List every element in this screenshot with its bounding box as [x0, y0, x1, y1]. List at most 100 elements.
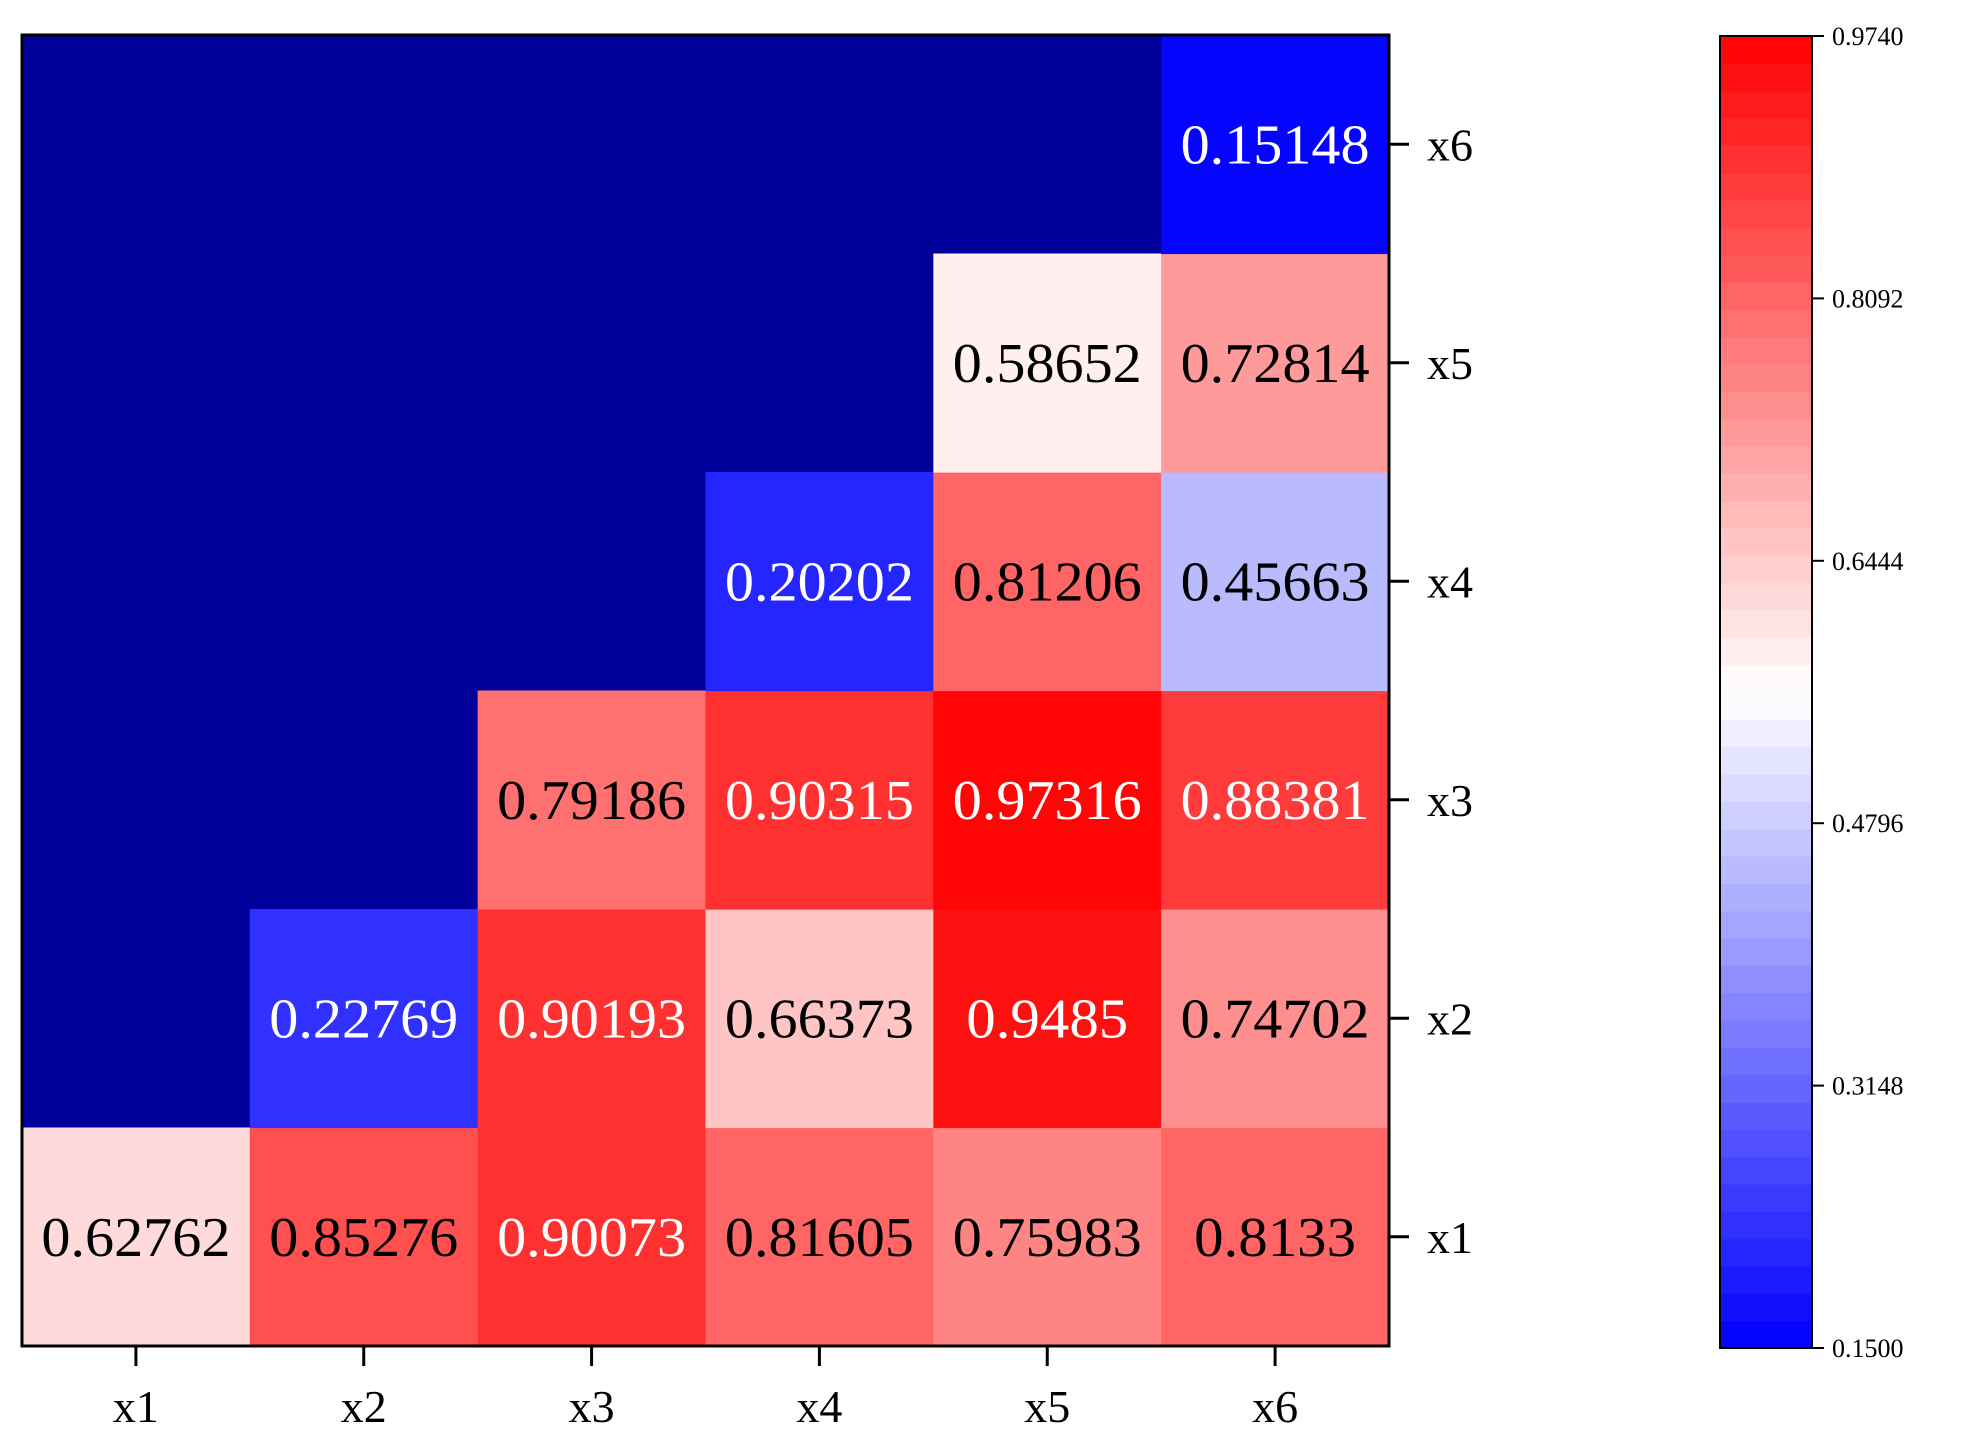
colorbar-segment — [1720, 910, 1812, 939]
heatmap-cell-x6-x2 — [1161, 909, 1390, 1129]
colorbar-segment — [1720, 254, 1812, 283]
heatmap-cell-x6-x5 — [1161, 253, 1390, 473]
colorbar-segment — [1720, 801, 1812, 830]
colorbar-segment — [1720, 500, 1812, 529]
colorbar-tick-label: 0.1500 — [1832, 1334, 1904, 1363]
colorbar-segment — [1720, 1020, 1812, 1048]
cell-value-x5-x4: 0.81206 — [953, 551, 1142, 613]
cell-value-x6-x5: 0.72814 — [1181, 333, 1370, 395]
colorbar-segment — [1720, 828, 1812, 857]
colorbar-segment — [1720, 582, 1812, 611]
colorbar-segment — [1720, 938, 1812, 966]
heatmap-cell-x5-x4 — [933, 472, 1162, 692]
colorbar-segment — [1720, 1238, 1812, 1267]
cell-value-x1-x1: 0.62762 — [41, 1207, 230, 1269]
cell-value-x2-x2: 0.22769 — [269, 988, 458, 1050]
colorbar-segment — [1720, 336, 1812, 365]
colorbar-segment — [1720, 1129, 1812, 1158]
colorbar-segment — [1720, 692, 1812, 720]
colorbar-segment — [1720, 528, 1812, 556]
colorbar-segment — [1720, 1211, 1812, 1240]
heatmap-cell-x5-x5 — [933, 253, 1162, 473]
colorbar-tick-label: 0.3148 — [1832, 1072, 1904, 1101]
heatmap-cells — [22, 35, 1390, 1347]
heatmap-cell-x4-x4 — [705, 472, 934, 692]
colorbar-segment — [1720, 1102, 1812, 1130]
colorbar-tick-label: 0.4796 — [1832, 809, 1904, 838]
y-tick-label-x6: x6 — [1427, 119, 1473, 170]
colorbar-segment — [1720, 992, 1812, 1021]
cell-value-x6-x2: 0.74702 — [1181, 988, 1370, 1050]
x-tick-label-x2: x2 — [341, 1381, 387, 1432]
x-tick-label-x3: x3 — [569, 1381, 615, 1432]
y-axis: x1 x2 x3 x4 x5 x6 — [1389, 119, 1473, 1263]
colorbar-segment — [1720, 883, 1812, 912]
plot-frame — [20, 33, 1391, 1348]
colorbar-segment — [1720, 637, 1812, 666]
colorbar-segment — [1720, 391, 1812, 420]
colorbar-segment — [1720, 282, 1812, 310]
cell-value-x4-x1: 0.81605 — [725, 1207, 914, 1269]
y-tick-label-x3: x3 — [1427, 775, 1473, 826]
colorbar-segment — [1720, 1320, 1812, 1349]
colorbar-segment — [1720, 172, 1812, 201]
colorbar-segment — [1720, 36, 1812, 64]
colorbar-segment — [1720, 746, 1812, 775]
cell-value-x4-x2: 0.66373 — [725, 988, 914, 1050]
heatmap-cell-x6-x4 — [1161, 472, 1390, 692]
colorbar-segment — [1720, 856, 1812, 884]
colorbar-segment — [1720, 118, 1812, 146]
x-tick-label-x1: x1 — [113, 1381, 159, 1432]
heatmap-cell-x5-x1 — [933, 1127, 1162, 1347]
colorbar-tick-label: 0.6444 — [1832, 547, 1904, 576]
x-tick-label-x6: x6 — [1252, 1381, 1298, 1432]
colorbar: 0.1500 0.3148 0.4796 0.6444 0.8092 0.9740 — [1719, 22, 1904, 1363]
heatmap-cell-x3-x1 — [477, 1127, 707, 1347]
heatmap-cell-x6-x3 — [1161, 690, 1390, 910]
heatmap-cell-x4-x2 — [705, 909, 934, 1129]
cell-value-x4-x3: 0.90315 — [725, 770, 914, 832]
colorbar-segment — [1720, 1293, 1812, 1322]
cell-value-x3-x3: 0.79186 — [497, 770, 686, 832]
y-tick-label-x5: x5 — [1427, 338, 1473, 389]
colorbar-segment — [1720, 774, 1812, 802]
heatmap-cell-x3-x3 — [477, 690, 707, 910]
colorbar-segment — [1720, 1184, 1812, 1212]
heatmap-cell-x2-x1 — [249, 1127, 479, 1347]
colorbar-tick-label: 0.8092 — [1832, 284, 1904, 313]
heatmap-cell-x4-x3 — [705, 690, 934, 910]
heatmap-cell-x6-x6 — [1161, 35, 1390, 255]
y-tick-label-x4: x4 — [1427, 556, 1473, 607]
colorbar-segment — [1720, 418, 1812, 447]
colorbar-segment — [1720, 145, 1812, 174]
colorbar-segment — [1720, 309, 1812, 338]
cell-value-x3-x1: 0.90073 — [497, 1207, 686, 1269]
cell-value-x6-x4: 0.45663 — [1181, 551, 1370, 613]
cell-value-x5-x2: 0.9485 — [966, 988, 1128, 1050]
cell-value-x4-x4: 0.20202 — [725, 551, 914, 613]
colorbar-segment — [1720, 227, 1812, 256]
colorbar-segment — [1720, 90, 1812, 119]
colorbar-tick-label: 0.9740 — [1832, 22, 1904, 51]
cell-value-x5-x3: 0.97316 — [953, 770, 1142, 832]
colorbar-segment — [1720, 1074, 1812, 1103]
x-tick-label-x5: x5 — [1024, 1381, 1070, 1432]
colorbar-segment — [1720, 1156, 1812, 1185]
cell-value-x6-x1: 0.8133 — [1194, 1207, 1356, 1269]
colorbar-segment — [1720, 664, 1812, 693]
colorbar-segment — [1720, 63, 1812, 92]
heatmap-cell-labels: 0.62762 0.85276 0.90073 0.81605 0.75983 0.813… — [41, 114, 1369, 1269]
colorbar-segment — [1720, 200, 1812, 228]
x-axis: x1 x2 x3 x4 x5 x6 — [113, 1346, 1298, 1432]
cell-value-x3-x2: 0.90193 — [497, 988, 686, 1050]
cell-value-x6-x6: 0.15148 — [1181, 114, 1370, 176]
heatmap-cell-x5-x2 — [933, 909, 1162, 1129]
heatmap-cell-x4-x1 — [705, 1127, 934, 1347]
colorbar-segment — [1720, 610, 1812, 638]
colorbar-frame — [1719, 35, 1813, 1349]
heatmap-cell-x2-x2 — [249, 909, 479, 1129]
colorbar-segment — [1720, 719, 1812, 748]
heatmap-cell-x1-x1 — [22, 1127, 251, 1347]
cell-value-x6-x3: 0.88381 — [1181, 770, 1370, 832]
y-tick-label-x2: x2 — [1427, 993, 1473, 1044]
